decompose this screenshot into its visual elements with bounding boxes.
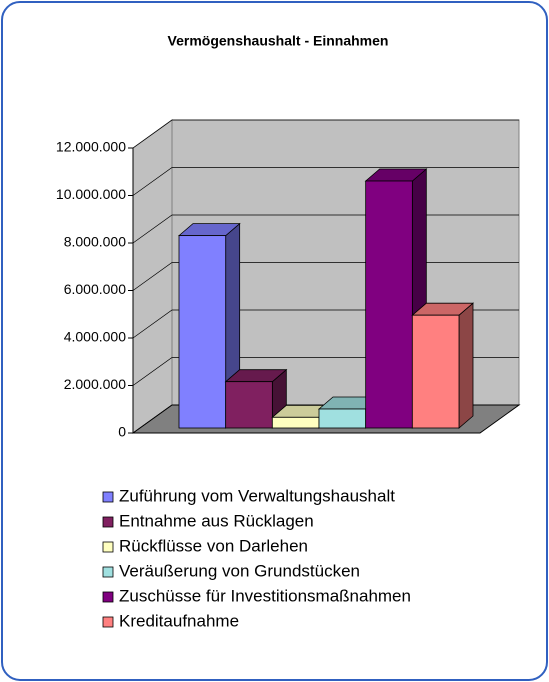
y-tick-label: 2.000.000 [64, 376, 126, 392]
bar [411, 314, 460, 429]
y-tick-label: 12.000.000 [56, 139, 126, 155]
legend-swatch [102, 566, 114, 578]
y-tick-label: 6.000.000 [64, 281, 126, 297]
legend-label: Entnahme aus Rücklagen [119, 511, 314, 530]
legend-swatch [102, 516, 114, 528]
legend-label: Zuschüsse für Investitionsmaßnahmen [119, 586, 411, 605]
legend-label: Kreditaufnahme [119, 611, 239, 630]
legend-swatch [102, 491, 114, 503]
legend-label: Rückflüsse von Darlehen [119, 536, 308, 555]
bar [178, 235, 227, 429]
legend-swatch [102, 591, 114, 603]
legend-swatch [102, 616, 114, 628]
y-tick-label: 10.000.000 [56, 186, 126, 202]
legend-swatch [102, 541, 114, 553]
bar [225, 381, 273, 429]
grid-line [132, 119, 519, 149]
bar [271, 416, 320, 429]
y-tick-label: 8.000.000 [64, 234, 126, 250]
y-tick-label: 4.000.000 [64, 329, 126, 345]
y-tick-label: 0 [118, 424, 126, 440]
chart-title: Vermögenshaushalt - Einnahmen [168, 33, 389, 49]
grid-line [132, 167, 519, 196]
bar [365, 180, 413, 429]
bar [318, 408, 367, 429]
legend-label: Zuführung vom Verwaltungshaushalt [119, 486, 395, 505]
legend-label: Veräußerung von Grundstücken [119, 561, 360, 580]
bar-side [458, 302, 474, 429]
